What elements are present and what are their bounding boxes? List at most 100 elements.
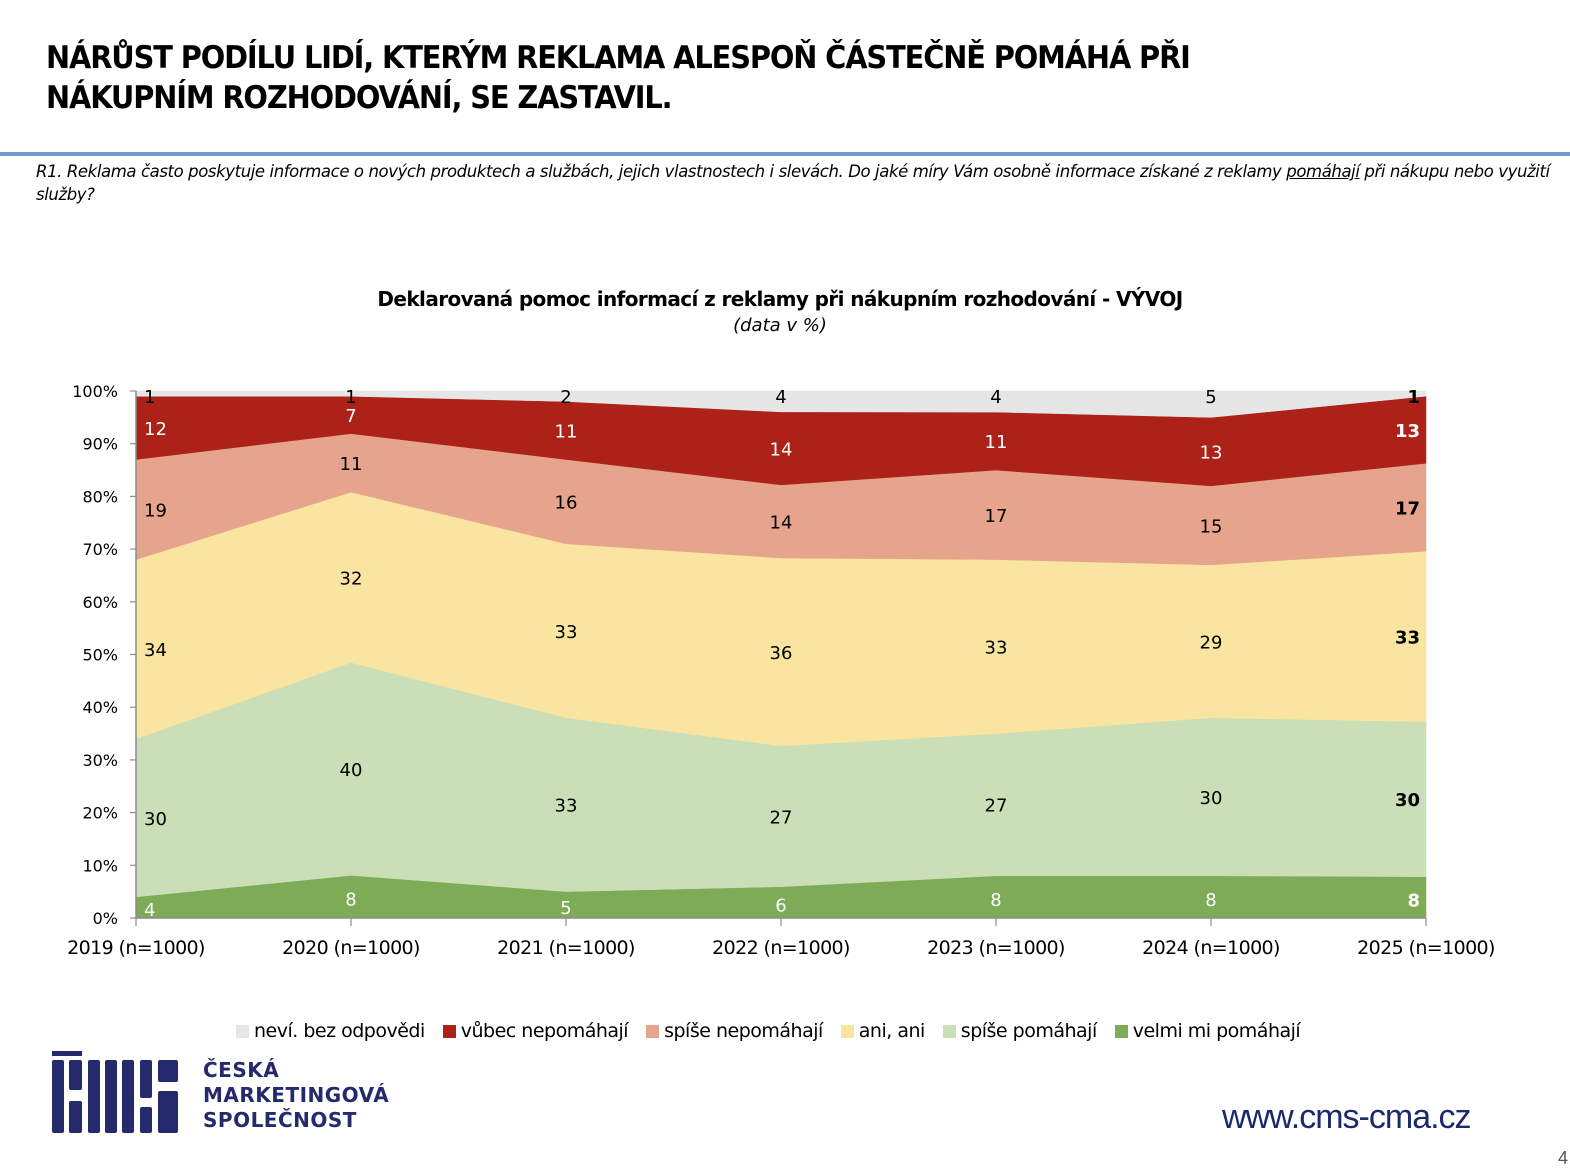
x-tick-label: 2021 (n=1000): [497, 937, 635, 959]
data-label: 5: [1205, 387, 1216, 408]
y-tick-label: 40%: [82, 698, 118, 717]
legend-swatch-icon: [1114, 1024, 1128, 1038]
cms-logo-icon: [52, 1051, 178, 1133]
data-label: 33: [985, 638, 1008, 659]
legend-swatch-icon: [840, 1024, 854, 1038]
data-label: 17: [1395, 498, 1420, 519]
data-label: 40: [340, 760, 363, 781]
data-label: 16: [555, 493, 578, 514]
stacked-area-chart: 0% 10% 20% 30% 40% 50% 60% 70% 80% 90% 100% 2019 (n…: [67, 382, 1495, 959]
y-tick-label: 80%: [82, 487, 118, 506]
chart-subtitle: (data v %): [733, 315, 827, 336]
data-label: 34: [144, 640, 167, 661]
legend-swatch-icon: [646, 1024, 660, 1038]
data-label: 1: [1407, 387, 1420, 408]
question-text-before: R1. Reklama často poskytuje informace o …: [36, 162, 1287, 181]
data-label: 5: [560, 898, 571, 919]
data-label: 7: [345, 406, 356, 427]
legend-swatch-icon: [236, 1024, 249, 1038]
y-tick-label: 20%: [82, 804, 118, 823]
y-tick-label: 50%: [82, 646, 118, 665]
page-title-line-2: NÁKUPNÍM ROZHODOVÁNÍ, SE ZASTAVIL.: [46, 80, 673, 116]
cms-logo-text: ČESKÁ MARKETINGOVÁ SPOLEČNOST: [203, 1058, 389, 1133]
area-nev-bez-odpov-di: [135, 390, 1427, 418]
legend-swatch-icon: [942, 1024, 956, 1038]
chart-title: Deklarovaná pomoc informací z reklamy př…: [377, 287, 1183, 311]
area-series-group: [135, 390, 1427, 919]
y-tick-label: 90%: [82, 435, 118, 454]
survey-question: R1. Reklama často poskytuje informace o …: [36, 160, 1556, 206]
data-label: 14: [770, 512, 793, 533]
legend-label: vůbec nepomáhají: [460, 1020, 629, 1042]
data-label: 36: [770, 643, 793, 664]
y-tick-label: 100%: [72, 382, 118, 401]
x-tick-label: 2022 (n=1000): [712, 937, 850, 959]
question-underlined-word: pomáhají: [1286, 162, 1360, 181]
data-label: 19: [144, 501, 167, 522]
data-label: 32: [340, 568, 363, 589]
data-label: 30: [144, 809, 167, 830]
x-tick-label: 2024 (n=1000): [1142, 937, 1280, 959]
data-label: 15: [1200, 516, 1223, 537]
x-tick-label: 2020 (n=1000): [282, 937, 420, 959]
y-tick-label: 0%: [93, 909, 118, 928]
y-tick-label: 30%: [82, 751, 118, 770]
legend-item: vůbec nepomáhají: [442, 1020, 629, 1042]
data-label: 8: [1407, 890, 1420, 911]
data-label: 4: [144, 900, 155, 921]
x-tick-label: 2023 (n=1000): [927, 937, 1065, 959]
data-label: 8: [1205, 890, 1216, 911]
data-label: 33: [555, 796, 578, 817]
data-label: 11: [340, 454, 363, 475]
logo-line-2: MARKETINGOVÁ: [203, 1083, 390, 1107]
page-number: 4: [1558, 1148, 1569, 1168]
data-label: 1: [144, 387, 155, 408]
data-label: 2: [560, 387, 571, 408]
data-label: 4: [775, 387, 786, 408]
data-label: 29: [1200, 632, 1223, 653]
legend-item: neví. bez odpovědi: [236, 1020, 425, 1042]
legend-label: spíše nepomáhají: [664, 1020, 823, 1042]
data-label: 14: [770, 439, 793, 460]
logo-line-1: ČESKÁ: [203, 1058, 280, 1082]
legend-label: neví. bez odpovědi: [254, 1020, 425, 1042]
chart-legend: neví. bez odpovědi vůbec nepomáhají spíše …: [236, 1020, 1301, 1042]
data-label: 17: [985, 506, 1008, 527]
data-label: 27: [770, 807, 793, 828]
legend-item: spíše pomáhají: [942, 1020, 1097, 1042]
legend-label: ani, ani: [858, 1020, 926, 1042]
y-tick-label: 60%: [82, 593, 118, 612]
data-label: 33: [1395, 627, 1420, 648]
y-tick-label: 70%: [82, 540, 118, 559]
legend-item: ani, ani: [840, 1020, 926, 1042]
x-tick-label: 2025 (n=1000): [1357, 937, 1495, 959]
data-label: 8: [345, 890, 356, 911]
data-label: 30: [1200, 788, 1223, 809]
legend-label: spíše pomáhají: [960, 1020, 1097, 1042]
chart-title-block: Deklarovaná pomoc informací z reklamy př…: [0, 287, 1570, 336]
data-label: 11: [555, 422, 578, 443]
data-label: 27: [985, 796, 1008, 817]
data-label: 1: [345, 387, 356, 408]
legend-item: spíše nepomáhají: [646, 1020, 823, 1042]
legend-item: velmi mi pomáhají: [1114, 1020, 1301, 1042]
y-tick-label: 10%: [82, 856, 118, 875]
page-title: NÁRŮST PODÍLU LIDÍ, KTERÝM REKLAMA ALESP…: [46, 38, 1348, 118]
data-label: 4: [990, 387, 1001, 408]
data-label: 30: [1395, 790, 1420, 811]
page-title-line-1: NÁRŮST PODÍLU LIDÍ, KTERÝM REKLAMA ALESP…: [46, 40, 1191, 76]
data-label: 33: [555, 622, 578, 643]
question-text-after: při nákupu nebo využití služby?: [36, 162, 1550, 204]
data-label: 13: [1200, 443, 1223, 464]
legend-label: velmi mi pomáhají: [1132, 1020, 1301, 1042]
data-label: 6: [775, 895, 786, 916]
data-label: 12: [144, 419, 167, 440]
data-label: 13: [1395, 421, 1420, 442]
x-tick-label: 2019 (n=1000): [67, 937, 205, 959]
header-divider: [0, 152, 1570, 156]
logo-line-3: SPOLEČNOST: [203, 1108, 357, 1132]
legend-swatch-icon: [442, 1024, 456, 1038]
data-label: 8: [990, 890, 1001, 911]
website-link[interactable]: www.cms-cma.cz: [1222, 1098, 1472, 1136]
